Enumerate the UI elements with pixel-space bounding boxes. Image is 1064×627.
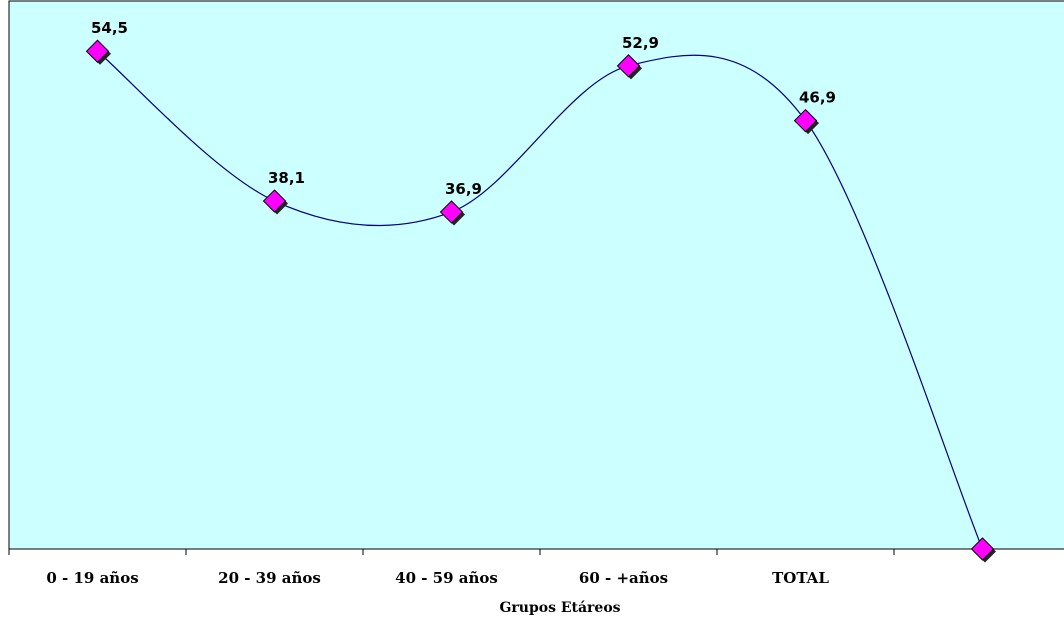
data-label: 54,5 [91, 19, 128, 37]
series-line [97, 50, 984, 550]
data-label: 46,9 [799, 89, 836, 107]
data-point [793, 108, 818, 133]
data-label: 36,9 [445, 180, 482, 198]
x-axis-title: Grupos Etáreos [499, 600, 620, 616]
x-axis-tick-labels: 0 - 19 años 20 - 39 años 40 - 59 años 60 - … [46, 569, 829, 587]
plot-area [8, 0, 1064, 550]
data-label: 38,1 [268, 169, 305, 187]
data-label: 52,9 [622, 34, 659, 52]
data-labels: 54,5 38,1 36,9 52,9 46,9 [91, 19, 836, 198]
data-point [970, 537, 995, 561]
x-tick-label: 40 - 59 años [395, 569, 498, 587]
series-markers [85, 39, 996, 563]
x-tick-label: TOTAL [772, 569, 829, 587]
data-point [262, 189, 287, 213]
data-point [439, 200, 464, 224]
x-axis-ticks [8, 549, 895, 555]
data-point [616, 54, 641, 78]
x-tick-label: 60 - +años [579, 569, 668, 587]
data-point [85, 39, 110, 63]
x-tick-label: 0 - 19 años [46, 569, 138, 587]
x-tick-label: 20 - 39 años [218, 569, 321, 587]
